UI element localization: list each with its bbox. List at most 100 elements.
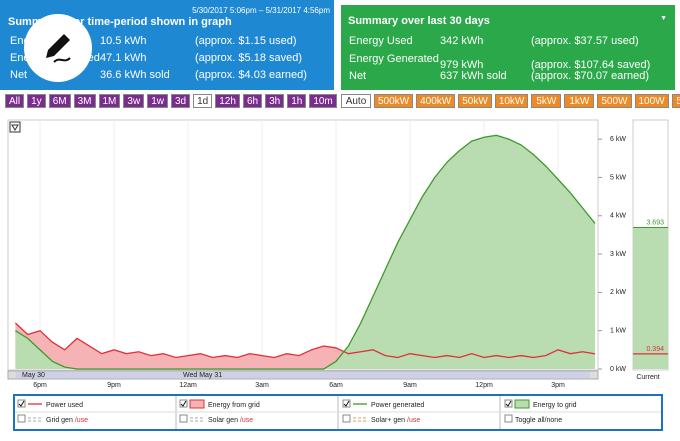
x-tick-label: 9pm [107,382,121,389]
checkbox[interactable] [179,399,188,408]
panel-title: Summary over last 30 days [348,15,490,27]
date-label: Wed May 31 [183,372,222,379]
time-button[interactable]: 1h [287,94,307,108]
summary-cell: Energy Generated [349,53,439,65]
time-button[interactable]: 3h [265,94,285,108]
scale-button[interactable]: 5kW [531,94,562,108]
time-button[interactable]: All [5,94,25,108]
checkbox[interactable] [342,414,351,423]
summary-cell: Net [349,70,367,82]
time-button[interactable]: 3d [171,94,191,108]
summary-cell: Energy Used [349,35,413,47]
legend-swatch [514,399,530,409]
x-tick-label: 12pm [475,382,493,389]
summary-cell: 637 kWh sold [440,70,507,82]
y-tick-label: 4 kW [610,213,626,220]
checkbox[interactable] [17,414,26,423]
x-tick-label: 6am [329,382,343,389]
chart: 6pm 9pm 12am 3am 6am 9am 12pm 3pm 0 kW 1 kW 2 kW 3 … [7,119,669,431]
time-button[interactable]: 6M [48,94,71,108]
legend-gen: Solar+ gen [371,417,405,424]
checkbox[interactable] [504,414,513,423]
time-button[interactable]: 3w [123,94,145,108]
check [180,400,187,407]
time-button[interactable]: 1w [147,94,168,108]
legend-gen: Solar gen [208,417,238,424]
scale-button[interactable]: 500W [597,94,632,108]
summary-cell: (approx. $37.57 used) [531,35,639,47]
scale-button[interactable]: 50kW [458,94,492,108]
x-tick-label: 3am [255,382,269,389]
summary-cell: (approx. $70.07 earned) [531,70,650,82]
scale-button[interactable]: 1kW [564,94,595,108]
time-button[interactable]: 1d [193,94,213,108]
area [15,135,596,369]
legend-use: /use [407,417,420,424]
y-tick-label: 6 kW [610,136,626,143]
legend-label: Energy from grid [208,402,260,409]
checkbox[interactable] [179,414,188,423]
line [14,322,596,359]
summary-cell: 10.5 kWh [100,35,147,47]
scale-button[interactable]: 50W [671,94,680,108]
time-buttons: All 1y 6M 3M 1M 3w 1w 3d 1d 12h 6h 3h 1h 10m [5,94,337,108]
legend-use: /use [240,417,253,424]
date-label: May 30 [22,372,45,379]
legend-use: /use [75,417,88,424]
legend-toggle[interactable]: Toggle all/none [515,417,562,424]
y-tick-label: 3 kW [610,251,626,258]
summary-cell: (approx. $107.64 saved) [531,59,651,71]
legend-label: Solar+ gen /use [371,417,420,424]
range: 5/30/2017 5:06pm – 5/31/2017 4:56pm [192,6,330,15]
legend-label: Grid gen /use [46,417,88,424]
legend-label: Solar gen /use [208,417,253,424]
current-label: Current [636,374,659,381]
x-tick-label: 12am [179,382,197,389]
current-value: 3.693 [646,219,664,226]
time-button[interactable]: 1y [27,94,46,108]
y-tick-label: 1 kW [610,328,626,335]
scroll-thumb[interactable] [16,372,590,378]
summary-cell: 36.6 kWh sold [100,69,170,81]
current-value: 0.394 [646,346,664,353]
check [343,400,350,407]
summary-cell: (approx. $1.15 used) [195,35,297,47]
legend-swatch [189,399,205,409]
scale-button[interactable]: Auto [341,94,371,108]
summary-cell: 342 kWh [440,35,484,47]
scale-buttons: Auto500kW400kW50kW10kW5kW1kW500W100W50W [341,94,680,108]
time-button[interactable]: 3M [73,94,96,108]
line [15,134,596,370]
time-button[interactable]: 1M [98,94,121,108]
menu-button[interactable] [9,121,21,133]
checkbox[interactable] [342,399,351,408]
legend-label: Power used [46,402,83,409]
check [18,400,25,407]
scale-button[interactable]: 400kW [416,94,456,108]
legend-label: Power generated [371,402,424,409]
y-tick-label: 5 kW [610,174,626,181]
legend-label: Energy to grid [533,402,577,409]
summary-cell: (approx. $4.03 earned) [195,69,307,81]
scale-button[interactable]: 10kW [494,94,529,108]
legend-swatch [190,417,204,422]
summary-cell: Net [10,69,28,81]
check [505,400,512,407]
scale-button[interactable]: 100W [634,94,669,108]
legend-swatch [353,417,367,422]
y-tick-label: 2 kW [610,289,626,296]
summary-cell: (approx. $5.18 saved) [195,52,303,64]
x-tick-label: 9am [403,382,417,389]
checkbox[interactable] [17,399,26,408]
dropdown[interactable]: ▼ [660,15,667,22]
x-tick-label: 3pm [551,382,565,389]
time-button[interactable]: 10m [309,94,337,108]
edit-icon[interactable] [24,14,92,82]
legend-gen: Grid gen [46,417,73,424]
checkbox[interactable] [504,399,513,408]
time-button[interactable]: 6h [242,94,263,108]
time-button[interactable]: 12h [215,94,240,108]
summary-cell: 47.1 kWh [100,52,147,64]
scale-button[interactable]: 500kW [374,94,414,108]
